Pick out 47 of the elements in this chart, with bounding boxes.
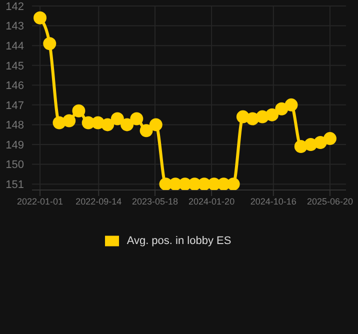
y-tick-label: 143	[6, 20, 24, 33]
point	[217, 178, 230, 190]
point	[52, 116, 66, 130]
point	[256, 110, 269, 124]
point	[34, 11, 47, 24]
x-tick-label: 2024-01-20	[188, 196, 235, 206]
legend-label: Avg. pos. in lobby ES	[126, 234, 232, 247]
point	[275, 102, 288, 116]
y-tick-label: 144	[6, 40, 24, 52]
y-tick-label: 149	[6, 139, 24, 152]
y-tick-label: 150	[6, 159, 24, 172]
point	[178, 178, 192, 190]
point	[110, 112, 124, 126]
point	[62, 114, 76, 128]
point	[236, 110, 250, 124]
point	[314, 136, 327, 150]
point	[91, 116, 104, 130]
point	[101, 118, 114, 132]
point	[188, 178, 202, 190]
y-tick-label: 148	[6, 120, 24, 132]
point	[323, 132, 336, 146]
point	[149, 118, 162, 132]
x-tick-label: 2022-01-01	[16, 196, 64, 206]
x-tick-label: 2025-06-20	[306, 196, 353, 206]
x-tick-label: 2024-10-16	[250, 196, 296, 206]
point	[159, 178, 172, 190]
y-tick-label: 147	[6, 100, 24, 112]
point	[208, 178, 221, 190]
x-tick-label: 2023-05-18	[132, 196, 178, 206]
point	[130, 112, 144, 126]
point	[284, 98, 298, 112]
point	[294, 140, 308, 153]
point	[198, 178, 211, 190]
point	[168, 178, 182, 190]
point	[266, 108, 279, 122]
point	[226, 178, 240, 190]
x-tick-label: 2022-09-14	[76, 196, 122, 206]
point	[246, 112, 260, 126]
y-tick-label: 151	[6, 178, 24, 191]
y-tick-label: 145	[6, 60, 24, 72]
y-tick-label: 142	[6, 0, 24, 13]
point	[304, 138, 318, 151]
point	[140, 124, 153, 138]
point	[72, 104, 86, 118]
y-tick-label: 146	[6, 80, 24, 92]
point	[43, 37, 56, 50]
point	[120, 118, 134, 132]
